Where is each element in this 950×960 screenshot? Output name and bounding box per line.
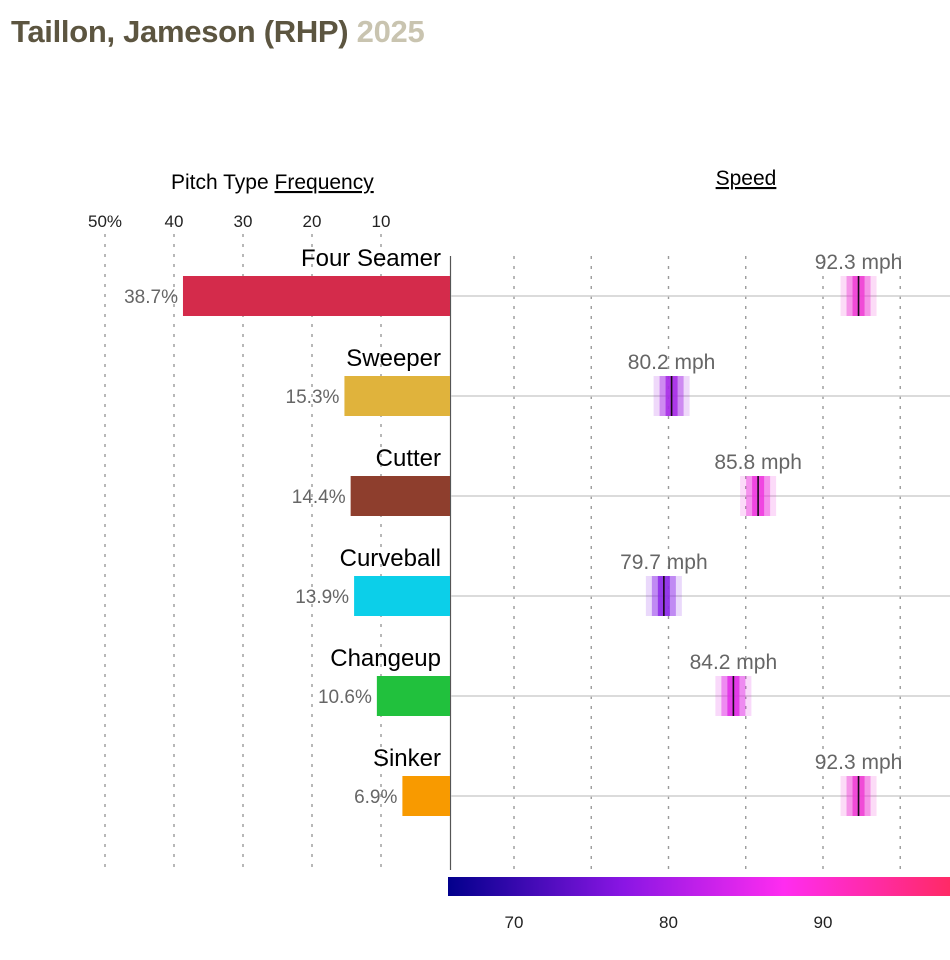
- speed-value-label: 80.2 mph: [628, 351, 716, 374]
- pitch-row-sinker: Sinker 6.9% 92.3 mph: [354, 745, 950, 816]
- pitch-row-curveball: Curveball 13.9% 79.7 mph: [295, 545, 950, 616]
- frequency-bar: [182, 276, 450, 316]
- frequency-tick-label: 50%: [88, 212, 122, 231]
- frequency-value-label: 38.7%: [124, 287, 178, 308]
- frequency-gridlines: [104, 234, 382, 870]
- frequency-axis-ticks: 50% 40 30 20 10: [88, 212, 390, 231]
- frequency-panel-title: Pitch Type Frequency: [171, 171, 374, 194]
- speed-gridlines: [513, 256, 901, 870]
- pitch-name-label: Sweeper: [346, 345, 441, 372]
- frequency-bar: [402, 776, 450, 816]
- speed-value-label: 79.7 mph: [620, 551, 708, 574]
- frequency-bar: [354, 576, 450, 616]
- frequency-tick-label: 30: [234, 212, 253, 231]
- player-name: Taillon, Jameson (RHP): [11, 14, 349, 49]
- frequency-bar: [350, 476, 450, 516]
- frequency-bar: [344, 376, 450, 416]
- speed-value-label: 92.3 mph: [815, 751, 903, 774]
- frequency-value-label: 15.3%: [286, 387, 340, 408]
- speed-panel-title[interactable]: Speed: [716, 167, 777, 190]
- speed-value-label: 84.2 mph: [690, 651, 778, 674]
- pitch-row-four-seamer: Four Seamer 38.7% 92.3 mph: [124, 245, 950, 316]
- speed-value-label: 92.3 mph: [815, 251, 903, 274]
- pitch-name-label: Changeup: [330, 645, 441, 672]
- speed-tick-label: 70: [505, 913, 524, 932]
- frequency-tick-label: 10: [372, 212, 391, 231]
- season-year: 2025: [356, 14, 425, 49]
- frequency-value-label: 13.9%: [295, 587, 349, 608]
- pitch-row-sweeper: Sweeper 15.3% 80.2 mph: [286, 345, 950, 416]
- frequency-value-label: 10.6%: [318, 687, 372, 708]
- speed-axis-ticks: 7080901: [505, 913, 833, 932]
- pitch-row-cutter: Cutter 14.4% 85.8 mph: [292, 445, 950, 516]
- pitch-name-label: Four Seamer: [301, 245, 441, 272]
- speed-tick-label: 90: [814, 913, 833, 932]
- frequency-tick-label: 40: [165, 212, 184, 231]
- pitch-rows: Four Seamer 38.7% 92.3 mph Sweeper 15.3% 80.2…: [124, 245, 950, 816]
- chart-title: Taillon, Jameson (RHP) 2025: [11, 14, 425, 50]
- pitch-name-label: Curveball: [340, 545, 441, 572]
- frequency-value-label: 6.9%: [354, 787, 397, 808]
- frequency-value-label: 14.4%: [292, 487, 346, 508]
- speed-tick-label: 80: [659, 913, 678, 932]
- frequency-tick-label: 20: [303, 212, 322, 231]
- speed-value-label: 85.8 mph: [714, 451, 802, 474]
- pitch-row-changeup: Changeup 10.6% 84.2 mph: [318, 645, 950, 716]
- speed-color-scale: [448, 877, 950, 896]
- pitch-name-label: Cutter: [376, 445, 441, 472]
- pitch-name-label: Sinker: [373, 745, 441, 772]
- frequency-bar: [376, 676, 450, 716]
